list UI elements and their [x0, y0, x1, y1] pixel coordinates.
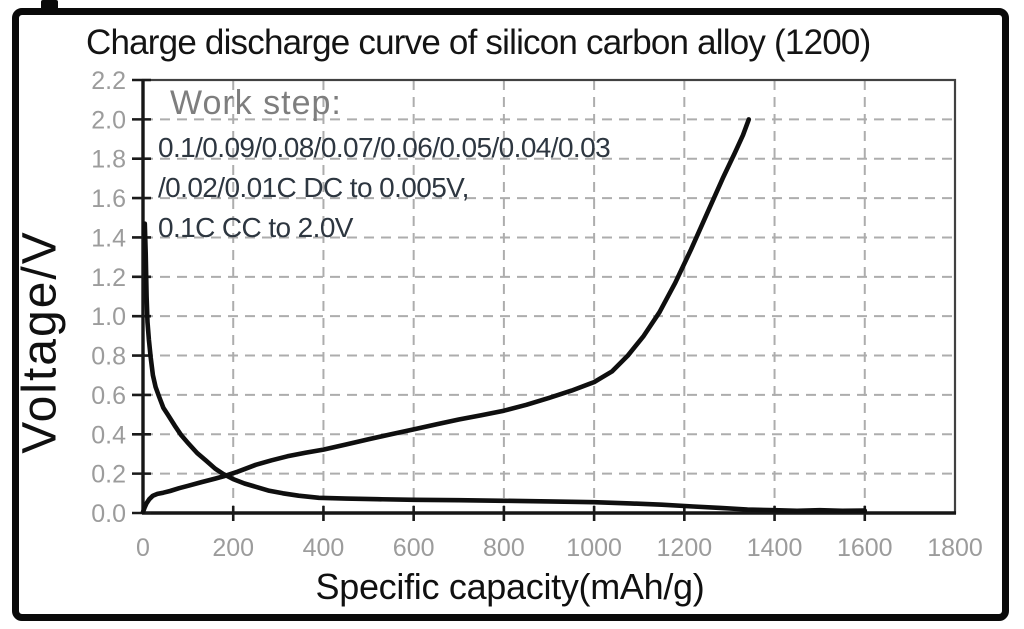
y-tick-label-2.0: 2.0 [91, 106, 126, 134]
x-tick-label-200: 200 [212, 534, 254, 562]
y-tick-label-0.6: 0.6 [91, 382, 126, 410]
x-tick-label-1000: 1000 [566, 534, 622, 562]
x-tick-label-800: 800 [483, 534, 525, 562]
x-tick-label-1600: 1600 [837, 534, 893, 562]
x-axis-title: Specific capacity(mAh/g) [315, 566, 705, 607]
work-step-line-1: 0.1/0.09/0.08/0.07/0.06/0.05/0.04/0.03 [158, 132, 611, 163]
x-tick-label-1400: 1400 [747, 534, 803, 562]
discharge-curve [141, 221, 868, 514]
y-tick-label-0.2: 0.2 [91, 461, 126, 489]
chart-title: Charge discharge curve of silicon carbon… [86, 23, 871, 62]
y-tick-label-0.0: 0.0 [91, 500, 126, 528]
y-tick-label-1.0: 1.0 [91, 303, 126, 331]
x-tick-label-1200: 1200 [657, 534, 713, 562]
x-tick-label-400: 400 [303, 534, 345, 562]
y-tick-label-0.8: 0.8 [91, 343, 126, 371]
x-tick-label-600: 600 [393, 534, 435, 562]
y-tick-label-1.4: 1.4 [91, 224, 126, 252]
work-step-line-2: /0.02/0.01C DC to 0.005V, [158, 172, 469, 203]
x-tick-label-1800: 1800 [927, 534, 983, 562]
work-step-header: Work step: [170, 84, 342, 122]
top-left-artifact-mark [41, 0, 58, 11]
work-step-line-3: 0.1C CC to 2.0V [158, 212, 353, 243]
y-tick-label-1.6: 1.6 [91, 185, 126, 213]
y-tick-label-2.2: 2.2 [91, 67, 126, 95]
y-axis-title: Voltage/V [13, 230, 67, 454]
charge-curve [140, 117, 752, 515]
work-step-annotation: Work step: 0.1/0.09/0.08/0.07/0.06/0.05/… [158, 84, 718, 248]
y-tick-label-1.8: 1.8 [91, 146, 126, 174]
x-tick-label-0: 0 [136, 534, 150, 562]
image-border-frame [12, 8, 1009, 621]
y-tick-label-0.4: 0.4 [91, 421, 126, 449]
y-tick-label-1.2: 1.2 [91, 264, 126, 292]
